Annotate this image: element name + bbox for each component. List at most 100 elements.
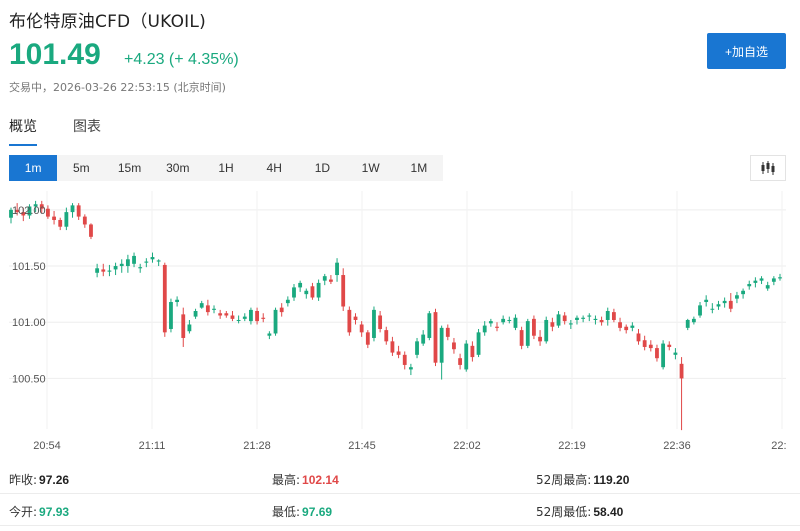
candle[interactable] xyxy=(261,313,266,323)
candle[interactable] xyxy=(495,322,499,332)
candle[interactable] xyxy=(89,223,93,240)
candle[interactable] xyxy=(667,341,672,351)
candle[interactable] xyxy=(224,311,229,318)
candle[interactable] xyxy=(212,305,216,314)
candle[interactable] xyxy=(433,308,438,367)
candle[interactable] xyxy=(655,344,659,362)
candle[interactable] xyxy=(452,337,456,354)
candlestick-chart[interactable]: 102.00 101.50 101.00 100.50 20:54 21:11 21:28 2… xyxy=(9,191,786,459)
candle[interactable] xyxy=(482,321,487,336)
candle[interactable] xyxy=(144,258,149,268)
candle[interactable] xyxy=(82,214,87,228)
candle[interactable] xyxy=(236,315,241,324)
candle[interactable] xyxy=(476,328,481,358)
candle[interactable] xyxy=(347,306,352,336)
candle[interactable] xyxy=(599,316,604,326)
candle[interactable] xyxy=(132,252,136,268)
candle[interactable] xyxy=(9,207,13,224)
candle[interactable] xyxy=(427,311,432,341)
candle[interactable] xyxy=(741,288,745,299)
candle[interactable] xyxy=(298,280,303,292)
candle[interactable] xyxy=(292,284,296,301)
candle[interactable] xyxy=(642,335,647,351)
candle[interactable] xyxy=(458,353,463,370)
candle[interactable] xyxy=(735,291,739,304)
candle[interactable] xyxy=(765,281,770,291)
candle[interactable] xyxy=(396,345,401,359)
candle[interactable] xyxy=(544,316,549,344)
interval-1mo[interactable]: 1M xyxy=(410,161,428,175)
price-chart[interactable]: 102.00 101.50 101.00 100.50 20:54 21:11 21:28 2… xyxy=(9,191,786,459)
candle[interactable] xyxy=(568,319,573,329)
candle[interactable] xyxy=(218,309,223,319)
candle[interactable] xyxy=(501,315,506,325)
candle[interactable] xyxy=(267,331,272,340)
chart-type-button[interactable] xyxy=(750,155,786,181)
candle[interactable] xyxy=(507,316,512,324)
interval-1h[interactable]: 1H xyxy=(218,161,234,175)
interval-5m[interactable]: 5m xyxy=(72,161,90,175)
candle[interactable] xyxy=(70,203,75,218)
interval-4h[interactable]: 4H xyxy=(266,161,282,175)
candle[interactable] xyxy=(119,259,124,273)
candle[interactable] xyxy=(193,308,198,319)
candle[interactable] xyxy=(648,340,653,352)
candle[interactable] xyxy=(46,205,50,219)
candle[interactable] xyxy=(335,258,339,282)
candle[interactable] xyxy=(316,279,321,301)
candle[interactable] xyxy=(759,276,764,285)
candle[interactable] xyxy=(519,326,524,350)
candle[interactable] xyxy=(39,200,44,214)
candle[interactable] xyxy=(390,336,395,356)
candle[interactable] xyxy=(538,330,542,346)
interval-1w[interactable]: 1W xyxy=(361,161,380,175)
candle[interactable] xyxy=(562,312,567,325)
candle[interactable] xyxy=(402,351,407,370)
candle[interactable] xyxy=(359,321,364,337)
candle[interactable] xyxy=(581,315,586,323)
candle[interactable] xyxy=(747,280,752,290)
tab-overview[interactable]: 概览 xyxy=(9,116,37,146)
candle[interactable] xyxy=(722,297,727,308)
candle[interactable] xyxy=(716,300,721,310)
candle[interactable] xyxy=(113,262,118,276)
candle[interactable] xyxy=(107,264,112,277)
candle[interactable] xyxy=(21,207,26,222)
interval-1d[interactable]: 1D xyxy=(314,161,331,175)
candle[interactable] xyxy=(279,303,284,317)
candle[interactable] xyxy=(304,288,309,299)
candle[interactable] xyxy=(52,210,56,225)
candle[interactable] xyxy=(322,273,327,286)
candle[interactable] xyxy=(532,315,536,340)
candle[interactable] xyxy=(470,341,475,362)
candle[interactable] xyxy=(125,254,130,273)
candle[interactable] xyxy=(415,337,419,359)
candle[interactable] xyxy=(328,275,333,285)
candle[interactable] xyxy=(58,217,63,231)
candle[interactable] xyxy=(15,203,20,216)
candle[interactable] xyxy=(679,357,684,431)
candle[interactable] xyxy=(242,313,247,322)
candle[interactable] xyxy=(587,313,592,322)
candle[interactable] xyxy=(753,277,758,288)
candle[interactable] xyxy=(64,207,69,231)
candle[interactable] xyxy=(150,252,155,263)
candle[interactable] xyxy=(464,340,469,372)
candle[interactable] xyxy=(181,307,186,347)
candle[interactable] xyxy=(378,311,383,333)
candle[interactable] xyxy=(175,296,180,307)
candle[interactable] xyxy=(384,326,389,345)
candle[interactable] xyxy=(698,302,702,318)
candle[interactable] xyxy=(488,318,493,327)
candle[interactable] xyxy=(169,298,173,333)
tab-chart[interactable]: 图表 xyxy=(73,119,101,135)
candle[interactable] xyxy=(273,307,278,336)
candle[interactable] xyxy=(138,263,143,273)
candle[interactable] xyxy=(353,313,358,325)
candle[interactable] xyxy=(685,318,690,331)
candle[interactable] xyxy=(605,307,610,326)
candle[interactable] xyxy=(778,273,782,281)
candle[interactable] xyxy=(513,314,518,331)
candle[interactable] xyxy=(439,325,444,380)
candle[interactable] xyxy=(249,307,253,325)
